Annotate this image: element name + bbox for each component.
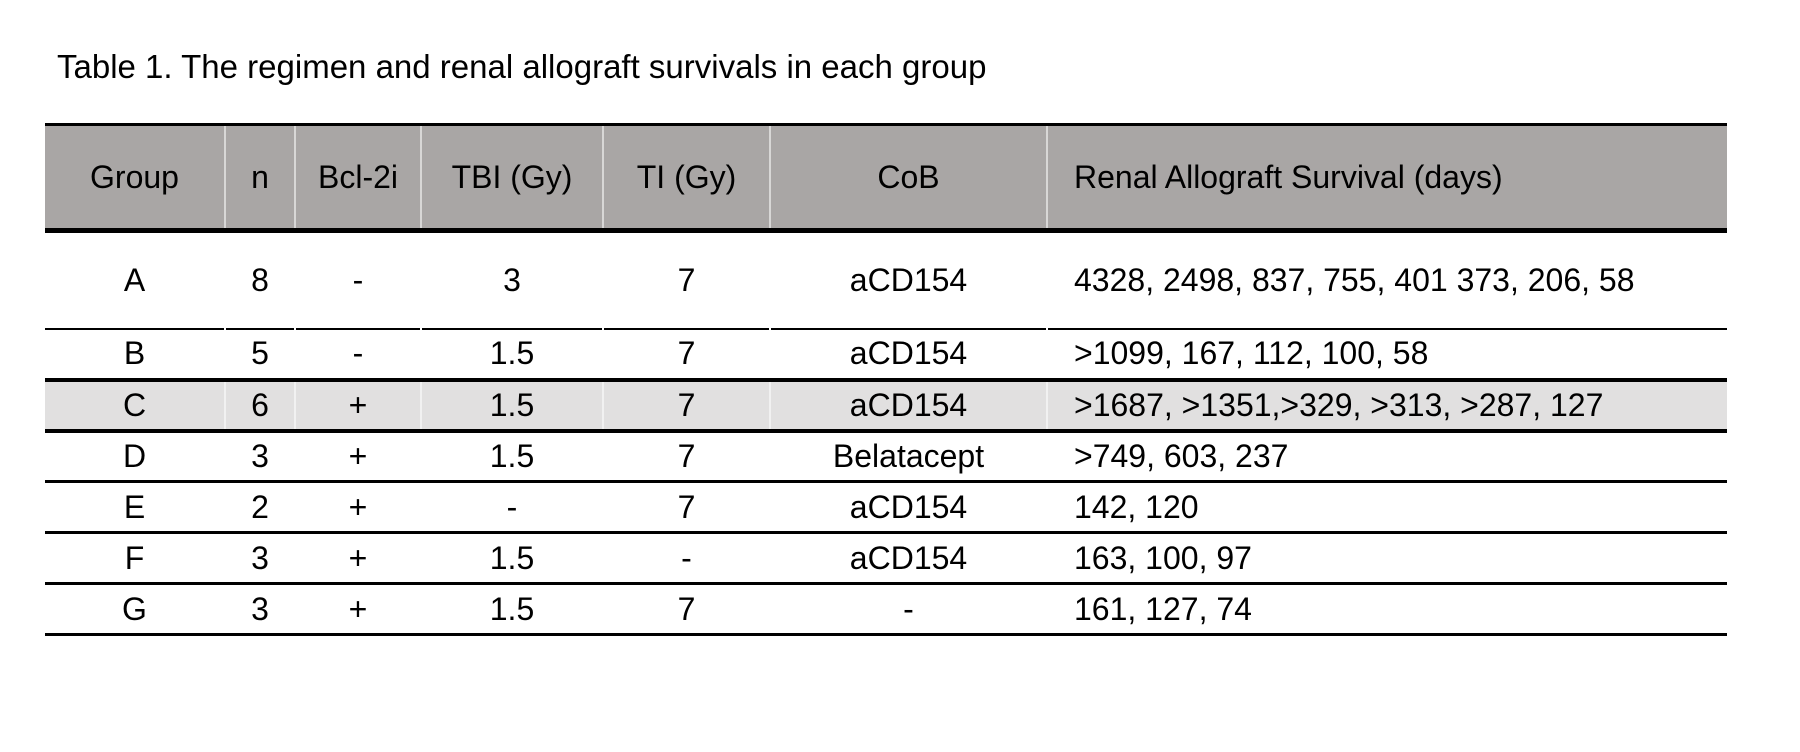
cell-group: E bbox=[123, 488, 146, 525]
cell-survival: 4328, 2498, 837, 755, 401 373, 206, 58 bbox=[1046, 230, 1727, 329]
cell-tbi: 1.5 bbox=[420, 379, 603, 431]
cell-n: 6 bbox=[224, 379, 295, 431]
cell-bcl2i: + bbox=[294, 481, 421, 533]
cell-bcl2i: + bbox=[294, 583, 421, 635]
column-header-n: n bbox=[224, 124, 295, 231]
cell-cob: aCD154 bbox=[769, 328, 1047, 380]
cell-cob: aCD154 bbox=[769, 481, 1047, 533]
column-header-ti: TI (Gy) bbox=[602, 124, 770, 231]
table-header-row: Group n Bcl-2i TBI (Gy) TI (Gy) CoB Rena… bbox=[45, 124, 1727, 231]
table-row-e: E 2 + - 7 aCD154 142, 120 bbox=[45, 481, 1727, 533]
table-row-a: A 8 - 3 7 aCD154 4328, 2498, 837, 755, 4… bbox=[45, 230, 1727, 329]
cell-group: F bbox=[124, 539, 145, 576]
cell-bcl2i: + bbox=[294, 532, 421, 584]
cell-survival: >1099, 167, 112, 100, 58 bbox=[1046, 328, 1727, 380]
table-row-f: F 3 + 1.5 - aCD154 163, 100, 97 bbox=[45, 532, 1727, 584]
cell-survival: >1687, >1351,>329, >313, >287, 127 bbox=[1046, 379, 1727, 431]
cell-ti: 7 bbox=[602, 379, 770, 431]
cell-n: 2 bbox=[224, 481, 295, 533]
cell-survival: 161, 127, 74 bbox=[1046, 583, 1727, 635]
cell-ti: 7 bbox=[602, 328, 770, 380]
table-row-d: D 3 + 1.5 7 Belatacept >749, 603, 237 bbox=[45, 430, 1727, 482]
cell-tbi: 3 bbox=[420, 230, 603, 329]
cell-ti: 7 bbox=[602, 481, 770, 533]
cell-group: B bbox=[123, 335, 146, 371]
cell-group: G bbox=[122, 590, 147, 627]
cell-bcl2i: - bbox=[294, 328, 421, 380]
cell-cob: - bbox=[769, 583, 1047, 635]
cell-bcl2i: - bbox=[294, 230, 421, 329]
cell-cob: aCD154 bbox=[769, 379, 1047, 431]
cell-survival: 142, 120 bbox=[1046, 481, 1727, 533]
cell-n: 3 bbox=[224, 430, 295, 482]
cell-ti: 7 bbox=[602, 430, 770, 482]
cell-n: 3 bbox=[224, 532, 295, 584]
cell-survival: 163, 100, 97 bbox=[1046, 532, 1727, 584]
cell-tbi: 1.5 bbox=[420, 532, 603, 584]
cell-cob: aCD154 bbox=[769, 230, 1047, 329]
table-caption: Table 1. The regimen and renal allograft… bbox=[57, 48, 987, 85]
cell-group: A bbox=[123, 261, 146, 298]
cell-ti: 7 bbox=[602, 583, 770, 635]
cell-bcl2i: + bbox=[294, 430, 421, 482]
cell-survival: >749, 603, 237 bbox=[1046, 430, 1727, 482]
cell-n: 5 bbox=[224, 328, 295, 380]
cell-n: 8 bbox=[224, 230, 295, 329]
cell-ti: - bbox=[602, 532, 770, 584]
cell-cob: aCD154 bbox=[769, 532, 1047, 584]
cell-tbi: - bbox=[420, 481, 603, 533]
cell-ti: 7 bbox=[602, 230, 770, 329]
table-row-c-highlighted: C 6 + 1.5 7 aCD154 >1687, >1351,>329, >3… bbox=[45, 379, 1727, 431]
regimen-survival-table: Group n Bcl-2i TBI (Gy) TI (Gy) CoB Rena… bbox=[45, 123, 1727, 636]
cell-tbi: 1.5 bbox=[420, 430, 603, 482]
cell-bcl2i: + bbox=[294, 379, 421, 431]
cell-tbi: 1.5 bbox=[420, 328, 603, 380]
table-row-g: G 3 + 1.5 7 - 161, 127, 74 bbox=[45, 583, 1727, 635]
table-row-b: B 5 - 1.5 7 aCD154 >1099, 167, 112, 100,… bbox=[45, 328, 1727, 380]
cell-tbi: 1.5 bbox=[420, 583, 603, 635]
column-header-cob: CoB bbox=[769, 124, 1047, 231]
column-header-tbi: TBI (Gy) bbox=[420, 124, 603, 231]
column-header-group: Group bbox=[90, 158, 179, 195]
cell-cob: Belatacept bbox=[769, 430, 1047, 482]
cell-group: D bbox=[122, 437, 147, 474]
cell-group: C bbox=[122, 386, 147, 423]
column-header-bcl2i: Bcl-2i bbox=[294, 124, 421, 231]
column-header-survival: Renal Allograft Survival (days) bbox=[1046, 124, 1727, 231]
cell-n: 3 bbox=[224, 583, 295, 635]
